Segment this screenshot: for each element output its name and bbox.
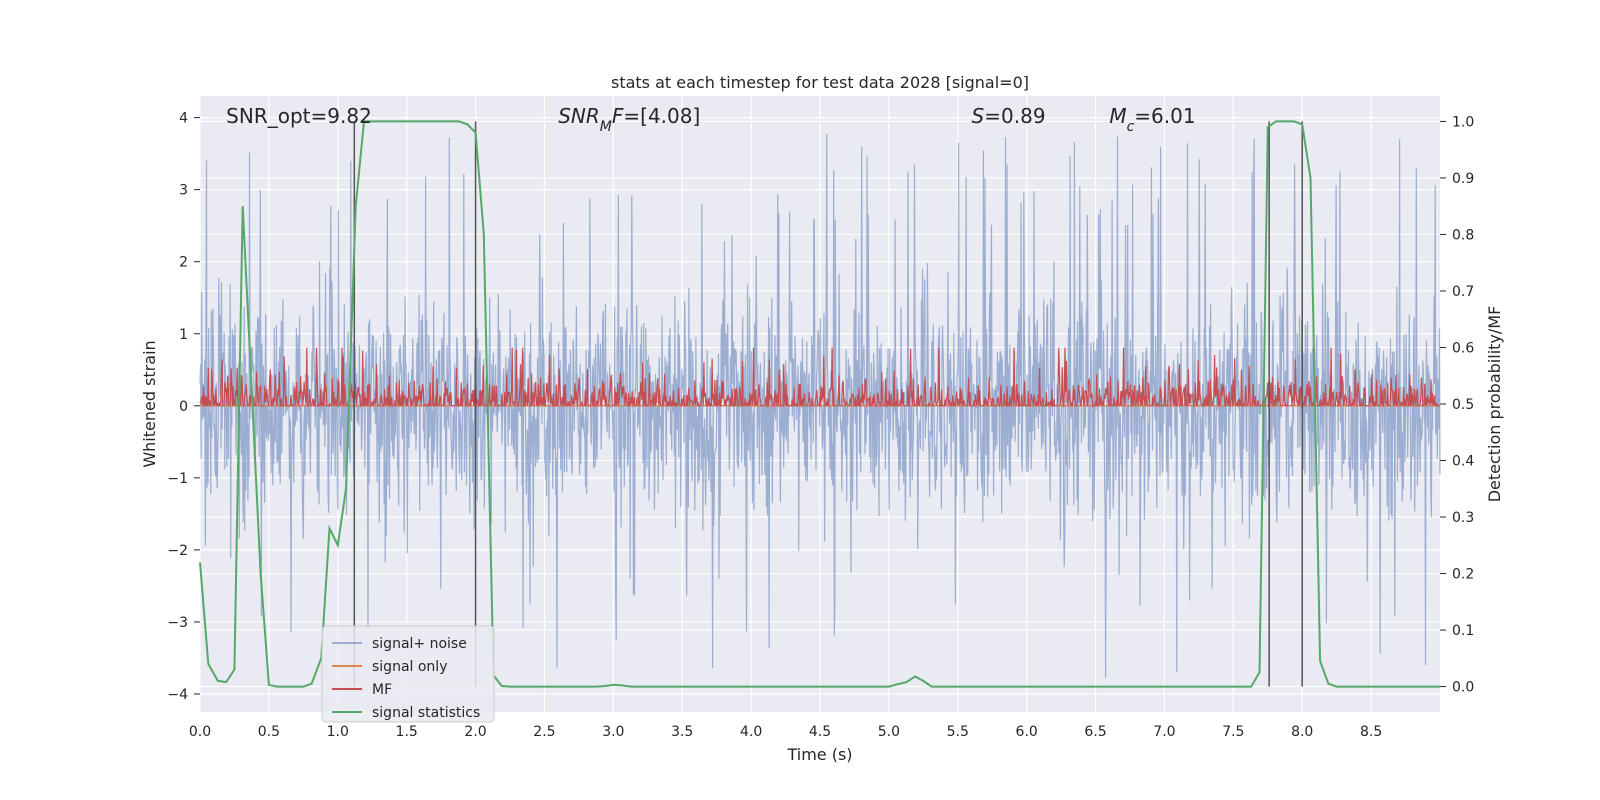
signal-statistics-line xyxy=(199,120,1440,688)
y-tick-label: −3 xyxy=(167,615,188,631)
x-tick-label: 7.0 xyxy=(1153,724,1175,740)
vertical-markers xyxy=(353,121,1303,687)
y2-tick-label: 1.0 xyxy=(1452,114,1474,130)
y2-tick-label: 0.3 xyxy=(1452,510,1474,526)
y-tick-label: 3 xyxy=(179,183,188,199)
y2-tick-label: 0.0 xyxy=(1452,680,1474,696)
x-tick-label: 4.0 xyxy=(740,724,762,740)
x-axis-title: Time (s) xyxy=(786,745,852,764)
annotation-snr-mf: SNRMF=[4.08] xyxy=(558,104,700,135)
x-tick-label: 5.5 xyxy=(947,724,969,740)
y-axis-title: Whitened strain xyxy=(140,340,159,467)
x-tick-label: 8.0 xyxy=(1291,724,1313,740)
legend-label: signal only xyxy=(372,659,447,675)
y-tick-label: 2 xyxy=(179,255,188,271)
y2-tick-label: 0.4 xyxy=(1452,454,1474,470)
x-tick-label: 0.5 xyxy=(258,724,280,740)
y-tick-label: −4 xyxy=(167,687,188,703)
signal-statistics-series xyxy=(199,120,1440,688)
x-tick-label: 1.0 xyxy=(327,724,349,740)
x-tick-label: 4.5 xyxy=(809,724,831,740)
y-tick-label: 1 xyxy=(179,327,188,343)
x-tick-label: 0.0 xyxy=(189,724,211,740)
x-tick-label: 7.5 xyxy=(1222,724,1244,740)
x-tick-label: 2.5 xyxy=(533,724,555,740)
legend: signal+ noise signal only MF signal statist… xyxy=(321,625,495,723)
mf-series xyxy=(199,347,1440,409)
x-tick-label: 2.0 xyxy=(464,724,486,740)
x-tick-label: 3.5 xyxy=(671,724,693,740)
chart-title: stats at each timestep for test data 202… xyxy=(611,73,1029,92)
y2-tick-label: 0.8 xyxy=(1452,227,1474,243)
signal-noise-line xyxy=(199,134,1441,678)
x-tick-label: 6.0 xyxy=(1016,724,1038,740)
x-tick-label: 8.5 xyxy=(1360,724,1382,740)
y2-tick-label: 0.5 xyxy=(1452,397,1474,413)
annotation-mc-value: Mc=6.01 xyxy=(1109,104,1195,135)
y-axis-ticks: 4 3 2 1 0 −1 −2 −3 −4 xyxy=(167,111,200,703)
annotation-s-value: S=0.89 xyxy=(972,104,1046,128)
x-axis-ticks: 0.0 0.5 1.0 1.5 2.0 2.5 3.0 3.5 4.0 4.5 5.0 5.5 6.0 6… xyxy=(189,724,1382,740)
legend-label: signal+ noise xyxy=(372,636,467,652)
y2-tick-label: 0.7 xyxy=(1452,284,1474,300)
y2-tick-label: 0.2 xyxy=(1452,567,1474,583)
legend-box xyxy=(321,625,495,723)
x-tick-label: 5.0 xyxy=(878,724,900,740)
y2-axis-title: Detection probability/MF xyxy=(1485,306,1504,503)
annotation-snr-opt: SNR_opt=9.82 xyxy=(226,104,372,128)
legend-label: MF xyxy=(372,682,392,698)
x-tick-label: 6.5 xyxy=(1084,724,1106,740)
y-tick-label: 0 xyxy=(179,399,188,415)
y2-axis-ticks: 1.0 0.9 0.8 0.7 0.6 0.5 0.4 0.3 0.2 0.1 0.0 xyxy=(1440,114,1474,696)
mf-line xyxy=(199,347,1440,409)
y-tick-label: −1 xyxy=(167,471,188,487)
y2-tick-label: 0.9 xyxy=(1452,171,1474,187)
y2-tick-label: 0.6 xyxy=(1452,340,1474,356)
y2-tick-label: 0.1 xyxy=(1452,623,1474,639)
x-tick-label: 3.0 xyxy=(602,724,624,740)
y-tick-label: 4 xyxy=(179,111,188,127)
signal-noise-series xyxy=(199,134,1441,678)
annotations: SNR_opt=9.82 SNRMF=[4.08] S=0.89 Mc=6.01 xyxy=(226,104,1195,135)
y-tick-label: −2 xyxy=(167,543,188,559)
legend-label: signal statistics xyxy=(372,705,480,721)
x-tick-label: 1.5 xyxy=(396,724,418,740)
